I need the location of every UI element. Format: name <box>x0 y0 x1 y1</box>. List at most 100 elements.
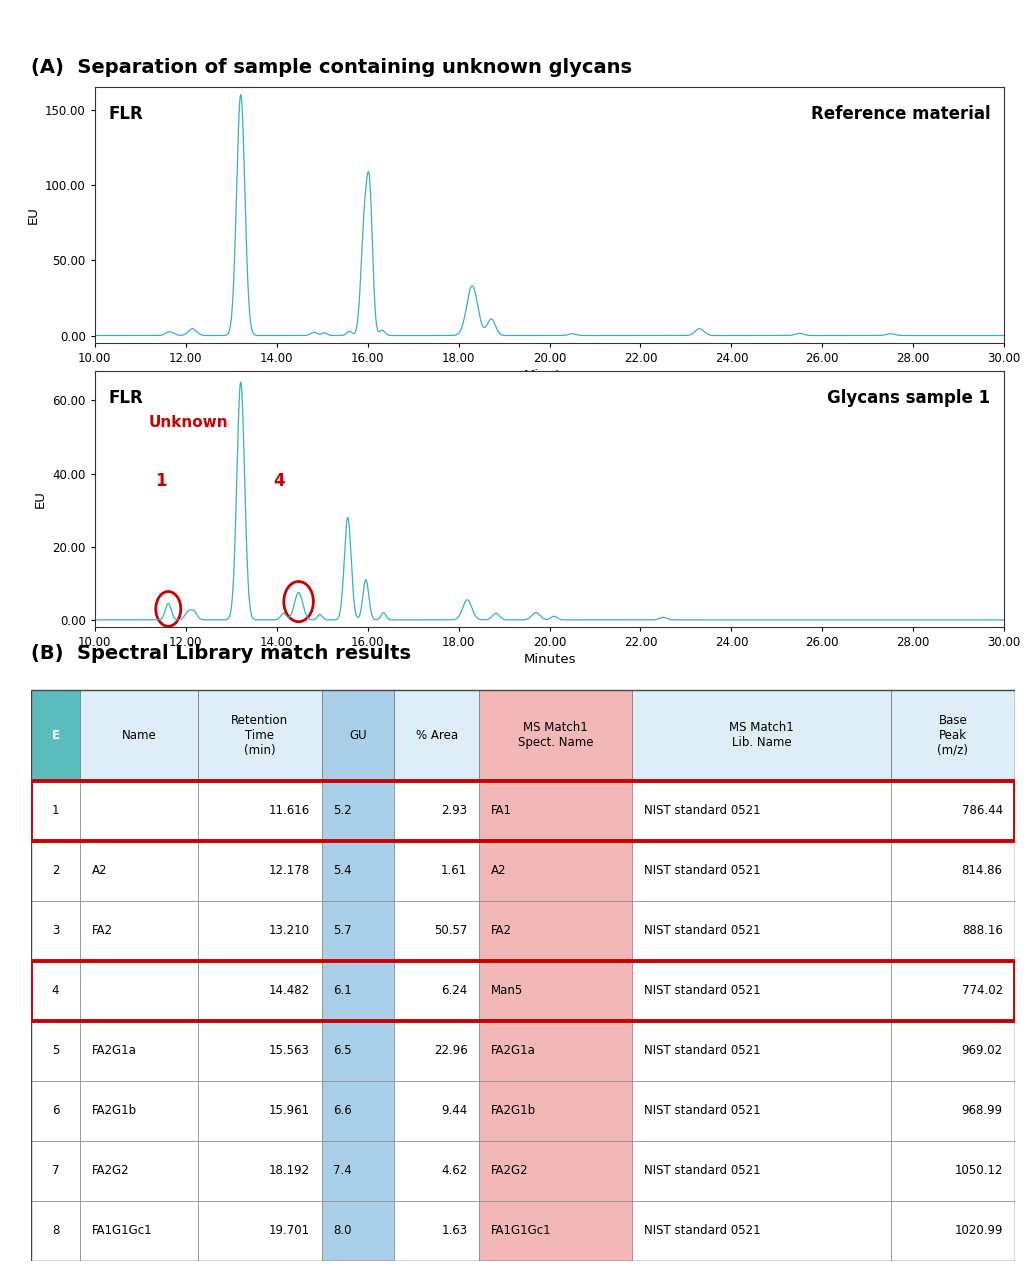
Text: 3: 3 <box>52 924 60 937</box>
Text: 7.4: 7.4 <box>334 1165 352 1178</box>
Text: (B)  Spectral Library match results: (B) Spectral Library match results <box>31 644 411 663</box>
Bar <box>31 1201 80 1261</box>
Text: Name: Name <box>122 728 157 742</box>
Text: 8: 8 <box>52 1224 60 1238</box>
Text: FA1G1Gc1: FA1G1Gc1 <box>92 1224 152 1238</box>
Text: 6.6: 6.6 <box>334 1105 352 1117</box>
Text: 6.1: 6.1 <box>334 984 352 997</box>
Bar <box>891 841 1015 901</box>
Text: 968.99: 968.99 <box>962 1105 1003 1117</box>
Text: FLR: FLR <box>108 389 143 407</box>
Bar <box>31 781 1015 841</box>
Text: A2: A2 <box>491 864 507 877</box>
Bar <box>479 1021 632 1080</box>
Bar <box>31 1021 80 1080</box>
Bar <box>198 901 321 961</box>
Text: Glycans sample 1: Glycans sample 1 <box>827 389 991 407</box>
Bar <box>198 690 321 781</box>
Text: 786.44: 786.44 <box>962 804 1003 818</box>
Text: NIST standard 0521: NIST standard 0521 <box>644 924 760 937</box>
Bar <box>891 1021 1015 1080</box>
Bar <box>394 1080 479 1140</box>
Text: 12.178: 12.178 <box>269 864 310 877</box>
Text: NIST standard 0521: NIST standard 0521 <box>644 804 760 818</box>
Text: FA2G1b: FA2G1b <box>491 1105 537 1117</box>
Y-axis label: EU: EU <box>27 206 39 224</box>
Text: 6: 6 <box>52 1105 60 1117</box>
Bar <box>891 1201 1015 1261</box>
Bar <box>479 1140 632 1201</box>
Bar <box>891 961 1015 1021</box>
Text: Retention
Time
(min): Retention Time (min) <box>231 714 288 756</box>
Bar <box>321 690 394 781</box>
Text: FA2G1b: FA2G1b <box>92 1105 137 1117</box>
Text: 2: 2 <box>52 864 60 877</box>
Bar <box>394 1201 479 1261</box>
Bar <box>321 1140 394 1201</box>
Text: E: E <box>52 728 60 742</box>
Bar <box>632 1080 891 1140</box>
Bar <box>80 841 198 901</box>
Text: 1050.12: 1050.12 <box>955 1165 1003 1178</box>
Text: 5: 5 <box>52 1044 60 1057</box>
Bar <box>891 781 1015 841</box>
Text: 11.616: 11.616 <box>269 804 310 818</box>
Text: FA2: FA2 <box>491 924 512 937</box>
Bar <box>479 841 632 901</box>
Bar <box>479 690 632 781</box>
Bar <box>31 781 80 841</box>
Text: Base
Peak
(m/z): Base Peak (m/z) <box>937 714 968 756</box>
Bar <box>321 1080 394 1140</box>
Bar <box>321 841 394 901</box>
Bar <box>198 1021 321 1080</box>
Bar <box>198 1080 321 1140</box>
Bar <box>80 1080 198 1140</box>
Text: 7: 7 <box>52 1165 60 1178</box>
Bar <box>891 690 1015 781</box>
Text: FA2G2: FA2G2 <box>491 1165 528 1178</box>
Bar <box>31 901 80 961</box>
Bar <box>198 961 321 1021</box>
Text: NIST standard 0521: NIST standard 0521 <box>644 984 760 997</box>
Bar <box>80 1021 198 1080</box>
X-axis label: Minutes: Minutes <box>523 653 576 667</box>
Text: (A)  Separation of sample containing unknown glycans: (A) Separation of sample containing unkn… <box>31 58 631 77</box>
Text: 8.0: 8.0 <box>334 1224 352 1238</box>
Text: 774.02: 774.02 <box>962 984 1003 997</box>
Text: NIST standard 0521: NIST standard 0521 <box>644 1105 760 1117</box>
Bar <box>31 961 1015 1021</box>
Bar <box>394 901 479 961</box>
Bar <box>479 1201 632 1261</box>
Text: FA1G1Gc1: FA1G1Gc1 <box>491 1224 552 1238</box>
Text: MS Match1
Spect. Name: MS Match1 Spect. Name <box>518 722 593 749</box>
Bar <box>80 901 198 961</box>
Text: % Area: % Area <box>416 728 458 742</box>
Text: FA2G1a: FA2G1a <box>92 1044 137 1057</box>
Text: 969.02: 969.02 <box>962 1044 1003 1057</box>
Bar <box>321 961 394 1021</box>
Text: FA2G2: FA2G2 <box>92 1165 130 1178</box>
Text: NIST standard 0521: NIST standard 0521 <box>644 1224 760 1238</box>
Bar <box>321 1021 394 1080</box>
Bar <box>394 1140 479 1201</box>
Bar <box>632 841 891 901</box>
Bar <box>321 781 394 841</box>
Bar <box>394 841 479 901</box>
Bar <box>479 961 632 1021</box>
Bar <box>479 1080 632 1140</box>
Text: A2: A2 <box>92 864 107 877</box>
Bar <box>321 901 394 961</box>
Bar <box>80 690 198 781</box>
Bar <box>80 1201 198 1261</box>
Text: GU: GU <box>349 728 367 742</box>
Bar <box>891 1140 1015 1201</box>
Bar <box>321 1201 394 1261</box>
Y-axis label: EU: EU <box>34 490 46 508</box>
Bar <box>80 961 198 1021</box>
Bar <box>394 781 479 841</box>
Bar <box>198 1201 321 1261</box>
Text: FLR: FLR <box>108 105 143 123</box>
Text: 5.7: 5.7 <box>334 924 352 937</box>
Bar <box>394 1021 479 1080</box>
Bar <box>632 690 891 781</box>
